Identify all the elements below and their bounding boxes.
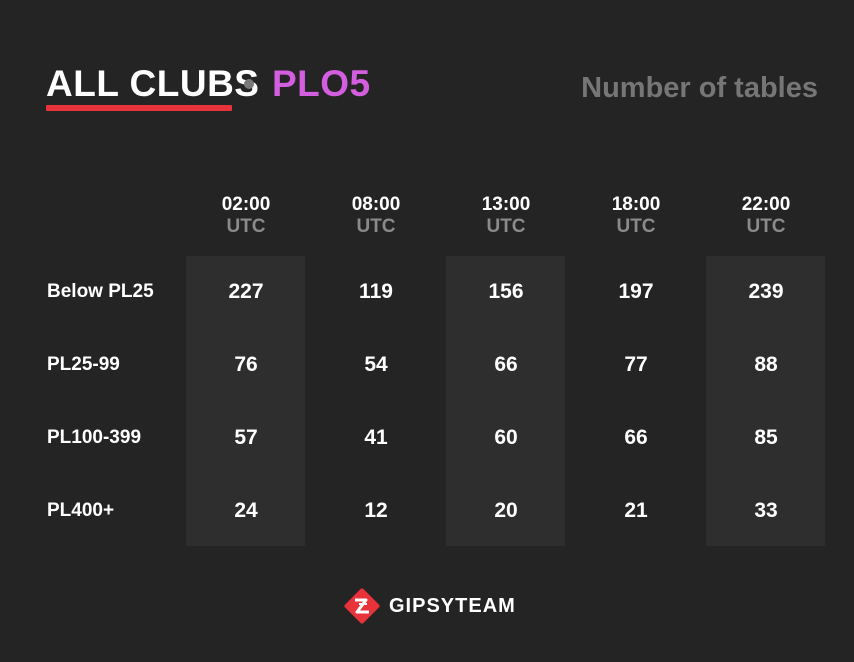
column-header: 22:00 UTC — [706, 194, 826, 238]
table-cell: 66 — [494, 353, 518, 376]
table-cell: 227 — [228, 280, 264, 303]
game-type-title: PLO5 — [272, 63, 371, 104]
table-cell: 21 — [624, 499, 648, 522]
column-highlight — [706, 256, 825, 546]
column-highlight — [446, 256, 565, 546]
footer-logo: GIPSYTEAM — [342, 586, 522, 626]
column-highlight — [186, 256, 305, 546]
column-timezone: UTC — [616, 216, 656, 237]
column-time: 08:00 — [351, 194, 401, 215]
table-cell: 88 — [754, 353, 778, 376]
table-cell: 20 — [494, 499, 518, 522]
table-cell: 24 — [234, 499, 258, 522]
table-cell: 85 — [754, 426, 778, 449]
brand-name: GIPSYTEAM — [389, 595, 516, 617]
gipsyteam-logo-icon — [344, 588, 380, 624]
title-separator-dot — [244, 79, 254, 89]
table-cell: 54 — [364, 353, 388, 376]
table-cell: 57 — [234, 426, 258, 449]
metric-label: Number of tables — [581, 72, 818, 104]
row-label: PL400+ — [47, 500, 115, 521]
column-time: 13:00 — [481, 194, 531, 215]
table-cell: 33 — [754, 499, 778, 522]
table-cell: 41 — [364, 426, 388, 449]
column-header: 02:00 UTC — [186, 194, 306, 238]
column-time: 02:00 — [221, 194, 271, 215]
table-cell: 197 — [618, 280, 654, 303]
table-cell: 76 — [234, 353, 258, 376]
table-cell: 12 — [364, 499, 388, 522]
row-label: PL100-399 — [47, 427, 142, 448]
title-underline — [46, 105, 232, 111]
column-time: 18:00 — [611, 194, 661, 215]
row-label: Below PL25 — [47, 281, 154, 302]
column-timezone: UTC — [226, 216, 266, 237]
column-timezone: UTC — [746, 216, 786, 237]
table-cell: 60 — [494, 426, 518, 449]
header: ALL CLUBS PLO5 Number of tables — [46, 62, 826, 112]
table-cell: 156 — [488, 280, 524, 303]
column-timezone: UTC — [356, 216, 396, 237]
column-header: 18:00 UTC — [576, 194, 696, 238]
table-cell: 77 — [624, 353, 648, 376]
column-time: 22:00 — [741, 194, 791, 215]
table-cell: 119 — [359, 280, 393, 303]
column-header: 13:00 UTC — [446, 194, 566, 238]
column-header: 08:00 UTC — [316, 194, 436, 238]
row-label: PL25-99 — [47, 354, 120, 375]
table-cell: 239 — [748, 280, 784, 303]
table-cell: 66 — [624, 426, 648, 449]
column-timezone: UTC — [486, 216, 526, 237]
page-title: ALL CLUBS — [46, 63, 260, 104]
